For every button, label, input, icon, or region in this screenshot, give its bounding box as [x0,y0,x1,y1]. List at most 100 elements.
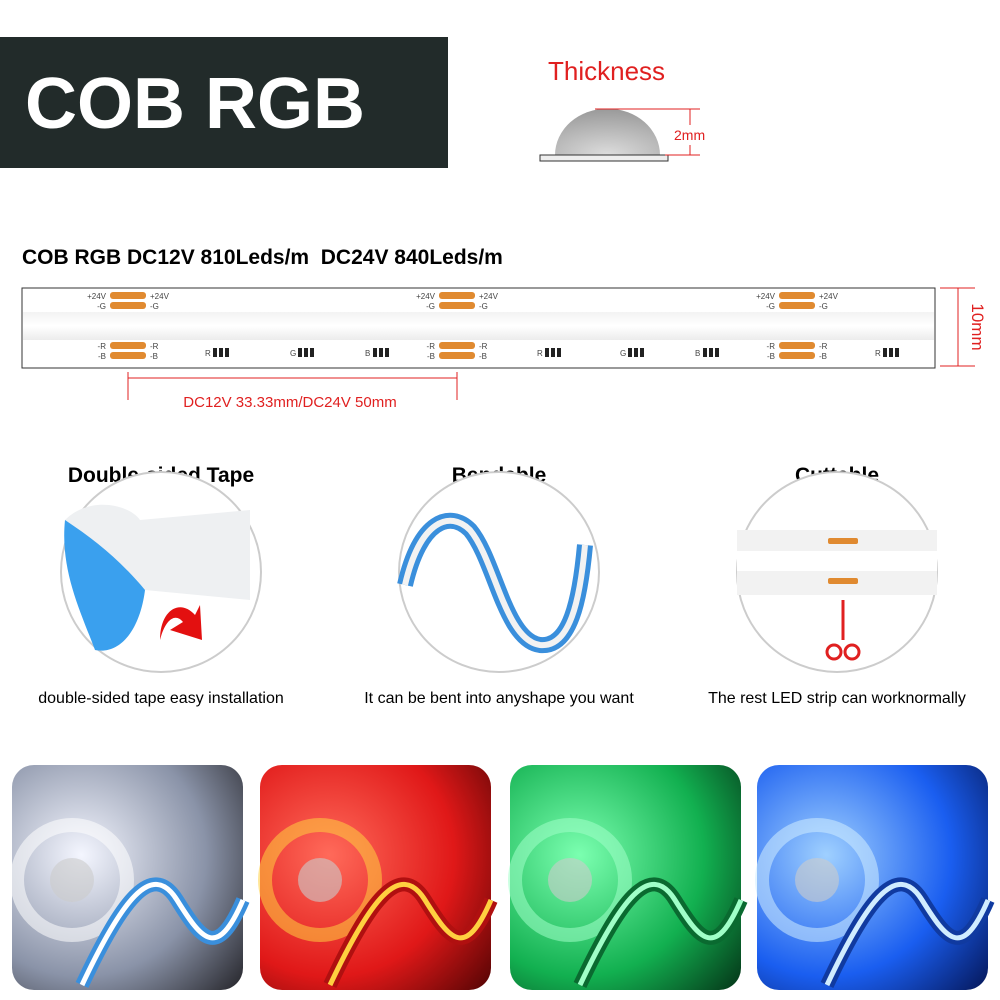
pad-label: -G [150,302,159,311]
pad [439,292,475,299]
chip [298,348,302,357]
pad [439,352,475,359]
pad [110,302,146,309]
reel-hub [298,858,342,902]
pad-label: -G [766,302,775,311]
chip [703,348,707,357]
chip [557,348,561,357]
dome [555,108,660,155]
chip-label: R [205,349,211,358]
photos [10,765,995,990]
pad [439,342,475,349]
arrow-icon [160,605,202,640]
scissors [825,643,843,661]
photo-strip-led [327,881,494,987]
reel [508,818,632,942]
width-dim [940,287,975,367]
pad-label: -B [98,352,106,361]
feature-caption: double-sided tape easy installation [38,690,284,707]
photo-strip-led [79,881,246,987]
pad-label: -R [767,342,776,351]
chip [385,348,389,357]
pad-label: -R [150,342,159,351]
pad-label: -B [767,352,775,361]
pad [110,352,146,359]
pad [779,342,815,349]
chip [373,348,377,357]
photo-strip-led [824,881,991,987]
pad-label: -B [819,352,827,361]
chip [895,348,899,357]
chip [310,348,314,357]
pad [439,302,475,309]
chip [628,348,632,357]
cut-dim [127,372,458,400]
width-value: 10mm [968,303,987,350]
reel [755,818,879,942]
cut-strip-band [737,551,937,571]
reel-hub [548,858,592,902]
scissors [843,643,861,661]
reel-hub [795,858,839,902]
cut-length: DC12V 33.33mm/DC24V 50mm [183,394,396,411]
reel [10,818,134,942]
chip [304,348,308,357]
chip-label: R [875,349,881,358]
thickness-value: 2mm [674,127,705,143]
pad-label: -R [479,342,488,351]
reel-hub [50,858,94,902]
pad-label: +24V [87,292,107,301]
chip [634,348,638,357]
pad-label: +24V [416,292,436,301]
chip [379,348,383,357]
spec-title: COB RGB DC12V 810Leds/m DC24V 840Leds/m [22,246,503,269]
chip [715,348,719,357]
photo-strip-led [577,881,744,987]
bent-strip-led [402,517,588,649]
chip [709,348,713,357]
header-box [0,37,448,168]
pad-label: -B [427,352,435,361]
chip [889,348,893,357]
chip [213,348,217,357]
chip-label: G [620,349,626,358]
features: Double-sided Tape Bendable Cuttable doub… [38,464,966,707]
pad-label: -G [479,302,488,311]
strip-band [23,312,934,340]
pad [110,292,146,299]
header-title: COB RGB [25,64,365,144]
reel [258,818,382,942]
pad-label: -B [479,352,487,361]
chip [640,348,644,357]
pad [779,352,815,359]
chip [883,348,887,357]
pad-label: -R [819,342,828,351]
chip-label: G [290,349,296,358]
pad-label: -B [150,352,158,361]
thickness-label: Thickness [548,56,665,86]
feature-caption: It can be bent into anyshape you want [364,690,634,707]
chip-label: B [695,349,700,358]
pad-label: -G [426,302,435,311]
pad [828,578,858,584]
chip [551,348,555,357]
pad [110,342,146,349]
pad-label: +24V [819,292,839,301]
chip-label: R [537,349,543,358]
pad-label: +24V [479,292,499,301]
base [539,154,669,162]
pad [779,302,815,309]
pad-label: -G [819,302,828,311]
pad-label: +24V [756,292,776,301]
chip-label: B [365,349,370,358]
pad-label: +24V [150,292,170,301]
chip [225,348,229,357]
pad [828,538,858,544]
chip [545,348,549,357]
pad-label: -G [97,302,106,311]
pad-label: -R [98,342,107,351]
pad [779,292,815,299]
tape-liner [64,520,145,651]
chip [219,348,223,357]
